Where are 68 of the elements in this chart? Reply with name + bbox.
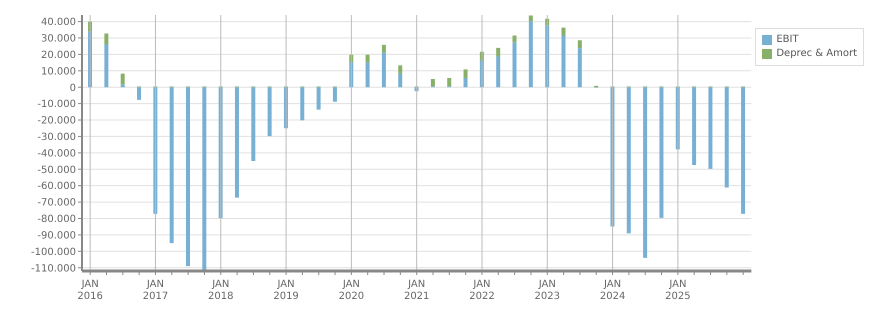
bar — [430, 79, 435, 86]
bar — [120, 74, 125, 84]
x-tick-label: JAN 2020 — [338, 279, 364, 302]
y-tick-label: -80.000 — [37, 214, 76, 226]
bar — [626, 87, 631, 234]
bar — [561, 36, 566, 88]
x-tick-label: JAN 2023 — [534, 279, 560, 302]
bar — [186, 87, 190, 266]
bar — [578, 40, 582, 48]
y-tick-label: 10.000 — [41, 66, 76, 78]
x-tick-label: JAN 2022 — [469, 279, 495, 302]
y-tick-label: -70.000 — [37, 198, 76, 209]
bar — [528, 15, 533, 22]
bar — [170, 87, 174, 244]
x-tick-label: JAN 2019 — [273, 279, 299, 302]
bar — [512, 36, 517, 42]
bar — [202, 87, 206, 271]
bar — [496, 56, 500, 88]
bar — [382, 52, 386, 88]
y-tick-label: 40.000 — [41, 17, 76, 28]
x-tick-label: JAN 2021 — [404, 279, 430, 302]
bar — [578, 48, 582, 88]
bar — [234, 87, 239, 198]
bar — [464, 78, 468, 88]
y-tick-label: -110.000 — [31, 263, 76, 274]
legend-label: Deprec & Amort — [776, 47, 857, 61]
y-tick-label: -90.000 — [37, 230, 76, 242]
y-tick-label: -30.000 — [37, 132, 76, 143]
x-tick-label: JAN 2016 — [77, 279, 103, 302]
bar — [251, 87, 256, 162]
bar — [741, 87, 746, 214]
bar — [104, 44, 108, 88]
y-tick-label: -50.000 — [37, 164, 76, 176]
y-tick-label: -40.000 — [37, 148, 76, 160]
x-tick-label: JAN 2025 — [665, 279, 691, 302]
bar — [398, 65, 402, 74]
bar — [692, 87, 696, 165]
x-tick-label: JAN 2024 — [600, 279, 626, 302]
x-tick-label: JAN 2017 — [142, 279, 168, 302]
y-tick-label: 0 — [70, 82, 76, 94]
bar — [332, 87, 337, 102]
bar — [512, 42, 517, 88]
bar — [398, 74, 402, 88]
bar — [561, 28, 566, 36]
legend-label: EBIT — [776, 33, 799, 47]
bar — [724, 87, 729, 188]
bar — [268, 87, 272, 136]
bar — [659, 87, 664, 218]
y-tick-label: 30.000 — [41, 34, 76, 45]
bar — [496, 48, 500, 57]
bar — [366, 54, 370, 62]
bar — [104, 34, 108, 45]
bar — [300, 87, 304, 120]
x-tick-label: JAN 2018 — [208, 279, 234, 302]
y-tick-label: -10.000 — [37, 99, 76, 110]
y-tick-label: 20.000 — [41, 50, 76, 61]
y-tick-label: -20.000 — [37, 116, 76, 127]
bar — [137, 87, 142, 100]
bar — [382, 44, 386, 53]
y-tick-label: -100.000 — [31, 246, 76, 258]
bar — [464, 69, 468, 78]
y-tick-label: -60.000 — [37, 181, 76, 192]
bar — [643, 87, 648, 258]
bar — [528, 21, 533, 88]
bar — [708, 87, 712, 169]
bar — [447, 78, 452, 86]
bar — [316, 87, 321, 110]
bar — [366, 62, 370, 88]
